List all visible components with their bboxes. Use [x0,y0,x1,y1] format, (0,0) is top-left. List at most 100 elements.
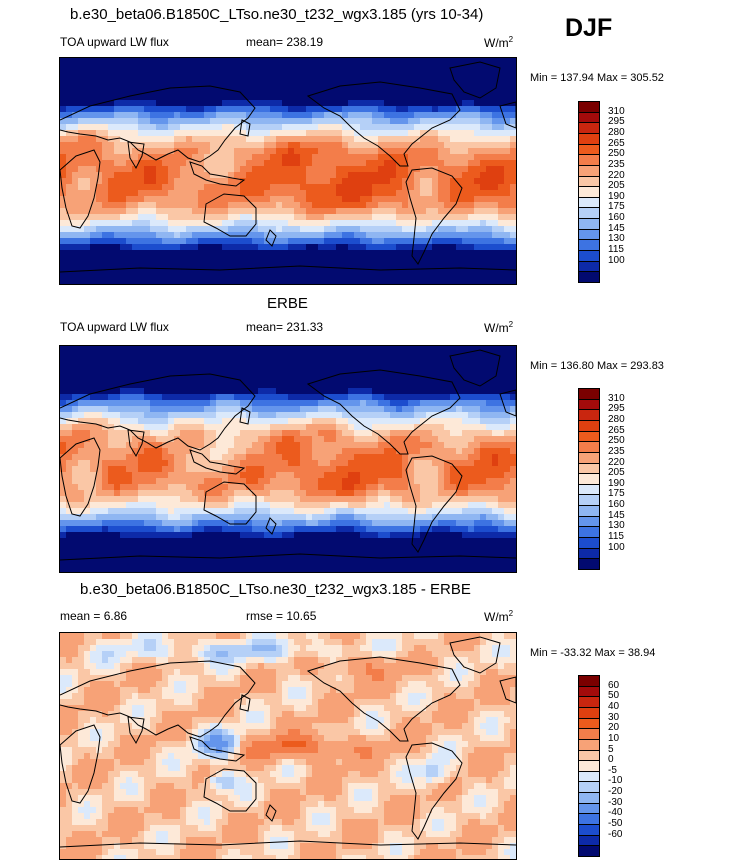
field-cell [366,256,373,263]
field-cell [240,244,247,251]
field-cell [276,484,283,491]
field-cell [78,442,85,449]
field-cell [510,376,516,383]
field-cell [348,220,355,227]
field-cell [186,148,193,155]
field-cell [468,112,475,119]
field-cell [414,346,421,353]
field-cell [426,130,433,137]
field-cell [240,346,247,353]
field-cell [480,220,487,227]
field-cell [60,124,67,131]
field-cell [444,202,451,209]
field-cell [402,268,409,275]
field-cell [378,118,385,125]
field-cell [342,274,349,281]
field-cell [258,478,265,485]
field-cell [264,442,271,449]
field-cell [168,442,175,449]
field-cell [360,376,367,383]
field-cell [150,214,157,221]
field-cell [468,280,475,284]
field-cell [96,184,103,191]
field-cell [432,430,439,437]
field-cell [246,106,253,113]
field-cell [330,346,337,353]
field-cell [102,364,109,371]
field-cell [336,436,343,443]
field-cell [312,154,319,161]
field-cell [306,400,313,407]
field-cell [360,274,367,281]
field-cell [504,208,511,215]
field-cell [372,64,379,71]
field-cell [138,382,145,389]
field-cell [246,436,253,443]
field-cell [180,406,187,413]
field-cell [138,232,145,239]
field-cell [264,190,271,197]
field-cell [342,256,349,263]
field-cell [216,358,223,365]
field-cell [510,448,516,455]
field-cell [144,502,151,509]
field-cell [468,184,475,191]
field-cell [282,136,289,143]
field-cell [72,118,79,125]
field-cell [390,430,397,437]
field-cell [234,250,241,257]
field-cell [168,244,175,251]
field-cell [90,88,97,95]
field-cell [390,502,397,509]
field-cell [216,478,223,485]
field-cell [198,244,205,251]
field-cell [468,94,475,101]
field-cell [180,184,187,191]
field-cell [174,166,181,173]
field-cell [402,214,409,221]
field-cell [408,208,415,215]
field-cell [384,430,391,437]
field-cell [114,118,121,125]
field-cell [378,136,385,143]
field-cell [96,136,103,143]
field-cell [432,268,439,275]
field-cell [438,262,445,269]
field-cell [360,460,367,467]
field-cell [510,88,516,95]
field-cell [240,400,247,407]
field-cell [258,442,265,449]
field-cell [408,442,415,449]
field-cell [312,208,319,215]
field-cell [210,370,217,377]
field-cell [462,220,469,227]
field-cell [396,220,403,227]
field-cell [210,496,217,503]
field-cell [240,466,247,473]
field-cell [402,190,409,197]
field-cell [78,136,85,143]
field-cell [168,430,175,437]
field-cell [96,208,103,215]
field-cell [354,418,361,425]
field-cell [408,472,415,479]
field-cell [66,160,73,167]
field-cell [204,244,211,251]
field-cell [450,124,457,131]
field-cell [258,394,265,401]
field-cell [276,100,283,107]
field-cell [354,166,361,173]
field-cell [174,496,181,503]
field-cell [90,184,97,191]
field-cell [66,256,73,263]
field-cell [210,166,217,173]
field-cell [282,472,289,479]
field-cell [444,388,451,395]
field-cell [426,478,433,485]
field-cell [138,274,145,281]
field-cell [384,394,391,401]
field-cell [480,190,487,197]
field-cell [102,442,109,449]
field-cell [480,478,487,485]
field-cell [108,262,115,269]
